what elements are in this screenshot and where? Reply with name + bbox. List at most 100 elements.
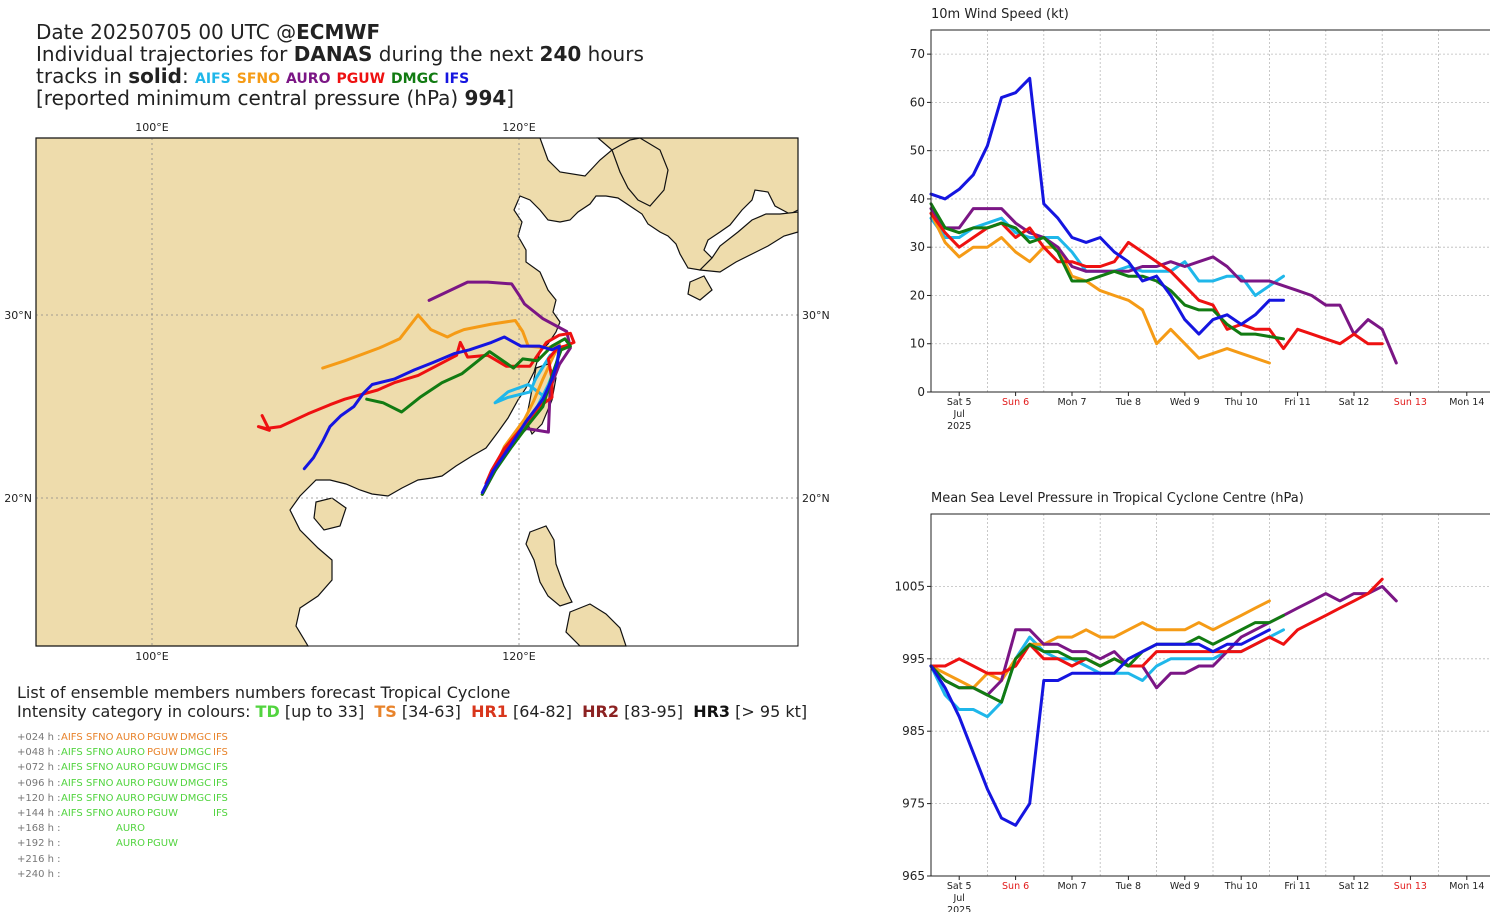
member-pguw: PGUW bbox=[147, 838, 178, 850]
series-line-auro bbox=[929, 207, 1398, 365]
lon-label-top-100e: 100°E bbox=[135, 121, 168, 134]
model-tag-pguw: PGUW bbox=[336, 71, 386, 87]
y-tick-label: 10 bbox=[910, 337, 925, 351]
x-tick-label: Thu 10 bbox=[1224, 397, 1258, 408]
track-dmgc bbox=[365, 337, 572, 496]
member-auro: AURO bbox=[116, 807, 145, 819]
category-td: TD bbox=[255, 702, 280, 721]
lead-time: +096 h : bbox=[17, 777, 61, 789]
track-pguw bbox=[256, 331, 576, 485]
chart-grid bbox=[930, 30, 1490, 393]
mainland-asia bbox=[35, 137, 799, 647]
y-tick-label: 985 bbox=[902, 724, 925, 738]
lat-label-right-20n: 20°N bbox=[802, 492, 830, 505]
member-category-table: +024 h : AIFS SFNO AURO PGUW DMGC IFS +048 h :A… bbox=[17, 730, 228, 882]
member-sfno: SFNO bbox=[86, 792, 114, 804]
header-text: tracks in bbox=[36, 64, 129, 88]
y-tick-label: 50 bbox=[910, 144, 925, 158]
x-tick-label: Tue 8 bbox=[1115, 881, 1141, 892]
korea bbox=[611, 137, 669, 207]
lat-label-left-20n: 20°N bbox=[4, 492, 32, 505]
member-pguw: PGUW bbox=[147, 747, 178, 759]
member-row: +216 h : bbox=[17, 852, 61, 867]
y-tick-label: 975 bbox=[902, 797, 925, 811]
x-tick-label: Mon 14 bbox=[1449, 397, 1484, 408]
forecast-hours: 240 bbox=[539, 42, 582, 66]
series-line-sfno bbox=[929, 211, 1271, 365]
member-auro: AURO bbox=[116, 823, 145, 835]
member-ifs: IFS bbox=[213, 792, 228, 804]
lon-label-bottom-100e: 100°E bbox=[135, 650, 168, 663]
category-range: [64-82] bbox=[507, 702, 583, 721]
header-line-3: tracks in solid: AIFS SFNO AURO PGUW DMGC IFS bbox=[36, 65, 475, 90]
lead-time: +240 h : bbox=[17, 868, 61, 880]
category-range: [34-63] bbox=[396, 702, 472, 721]
lead-time: +168 h : bbox=[17, 823, 61, 835]
member-pguw: PGUW bbox=[147, 732, 178, 743]
land-shapes bbox=[35, 137, 799, 647]
x-tick-label: Sat 5 bbox=[947, 881, 972, 892]
member-auro: AURO bbox=[116, 838, 145, 850]
lead-time: +120 h : bbox=[17, 792, 61, 804]
x-tick-label: Sun 6 bbox=[1002, 397, 1029, 408]
map-axis-labels: 100°E 120°E 100°E 120°E 30°N 20°N 30°N 2… bbox=[4, 121, 829, 663]
category-hr1: HR1 bbox=[471, 702, 508, 721]
x-tick-label: Mon 7 bbox=[1057, 881, 1086, 892]
x-tick-sublabel: 2025 bbox=[947, 421, 971, 432]
member-sfno: SFNO bbox=[86, 732, 114, 743]
chart-series bbox=[929, 577, 1398, 827]
model-tag-ifs: IFS bbox=[444, 71, 470, 87]
x-tick-label: Mon 7 bbox=[1057, 397, 1086, 408]
category-hr2: HR2 bbox=[582, 702, 619, 721]
member-dmgc: DMGC bbox=[180, 732, 212, 743]
x-tick-sublabel: Jul bbox=[952, 409, 964, 420]
y-tick-label: 965 bbox=[902, 869, 925, 883]
member-ifs: IFS bbox=[213, 732, 228, 743]
y-tick-label: 60 bbox=[910, 95, 925, 109]
model-tag-aifs: AIFS bbox=[195, 71, 231, 87]
header-line-1: Date 20250705 00 UTC @ECMWF bbox=[36, 21, 380, 43]
x-tick-label: Fri 11 bbox=[1284, 881, 1310, 892]
member-row: +240 h : bbox=[17, 867, 61, 882]
model-tag-auro: AURO bbox=[286, 71, 331, 87]
header-text: Individual trajectories for bbox=[36, 42, 294, 66]
series-line-pguw bbox=[929, 577, 1384, 675]
y-tick-label: 30 bbox=[910, 240, 925, 254]
x-tick-label: Sun 6 bbox=[1002, 881, 1029, 892]
series-line-ifs bbox=[929, 76, 1285, 336]
storm-name: DANAS bbox=[293, 42, 373, 66]
x-tick-label: Wed 9 bbox=[1170, 397, 1200, 408]
date-label: Date 20250705 00 UTC @ bbox=[36, 20, 297, 44]
header-text: [reported minimum central pressure (hPa) bbox=[36, 86, 465, 110]
lead-time: +024 h : bbox=[17, 732, 61, 743]
series-line-auro bbox=[929, 584, 1398, 697]
track-map: 100°E 120°E 100°E 120°E 30°N 20°N 30°N 2… bbox=[4, 121, 829, 663]
lead-time: +072 h : bbox=[17, 762, 61, 774]
member-row: +072 h : AIFS SFNO AURO PGUW DMGC IFS bbox=[17, 760, 228, 775]
category-ts: TS bbox=[374, 702, 397, 721]
header-line-4: [reported minimum central pressure (hPa)… bbox=[36, 87, 514, 109]
member-auro: AURO bbox=[116, 732, 145, 743]
member-sfno: SFNO bbox=[86, 762, 114, 774]
x-tick-label: Sun 13 bbox=[1394, 881, 1427, 892]
pressure-chart: Mean Sea Level Pressure in Tropical Cycl… bbox=[894, 491, 1490, 912]
member-aifs: AIFS bbox=[61, 762, 83, 774]
category-hr3: HR3 bbox=[693, 702, 731, 721]
series-line-dmgc bbox=[929, 202, 1285, 341]
y-tick-label: 40 bbox=[910, 192, 925, 206]
plot-frame bbox=[930, 29, 1490, 393]
model-tag-sfno: SFNO bbox=[236, 71, 281, 87]
header-emph: solid bbox=[128, 64, 182, 88]
chart-title: 10m Wind Speed (kt) bbox=[931, 7, 1069, 22]
lead-time: +216 h : bbox=[17, 853, 61, 865]
member-dmgc: DMGC bbox=[180, 792, 212, 804]
wind-speed-chart: 10m Wind Speed (kt) 0 10 20 30 40 50 60 70 Sat 5J… bbox=[910, 7, 1490, 432]
category-range: [83-95] bbox=[618, 702, 694, 721]
member-dmgc: DMGC bbox=[180, 747, 212, 759]
track-ifs bbox=[302, 335, 561, 494]
member-row: +168 h : AURO bbox=[17, 821, 145, 836]
x-tick-label: Mon 14 bbox=[1449, 881, 1484, 892]
lead-time: +144 h : bbox=[17, 807, 61, 819]
lon-label-bottom-120e: 120°E bbox=[502, 650, 535, 663]
member-row: +024 h : AIFS SFNO AURO PGUW DMGC IFS bbox=[17, 730, 228, 745]
